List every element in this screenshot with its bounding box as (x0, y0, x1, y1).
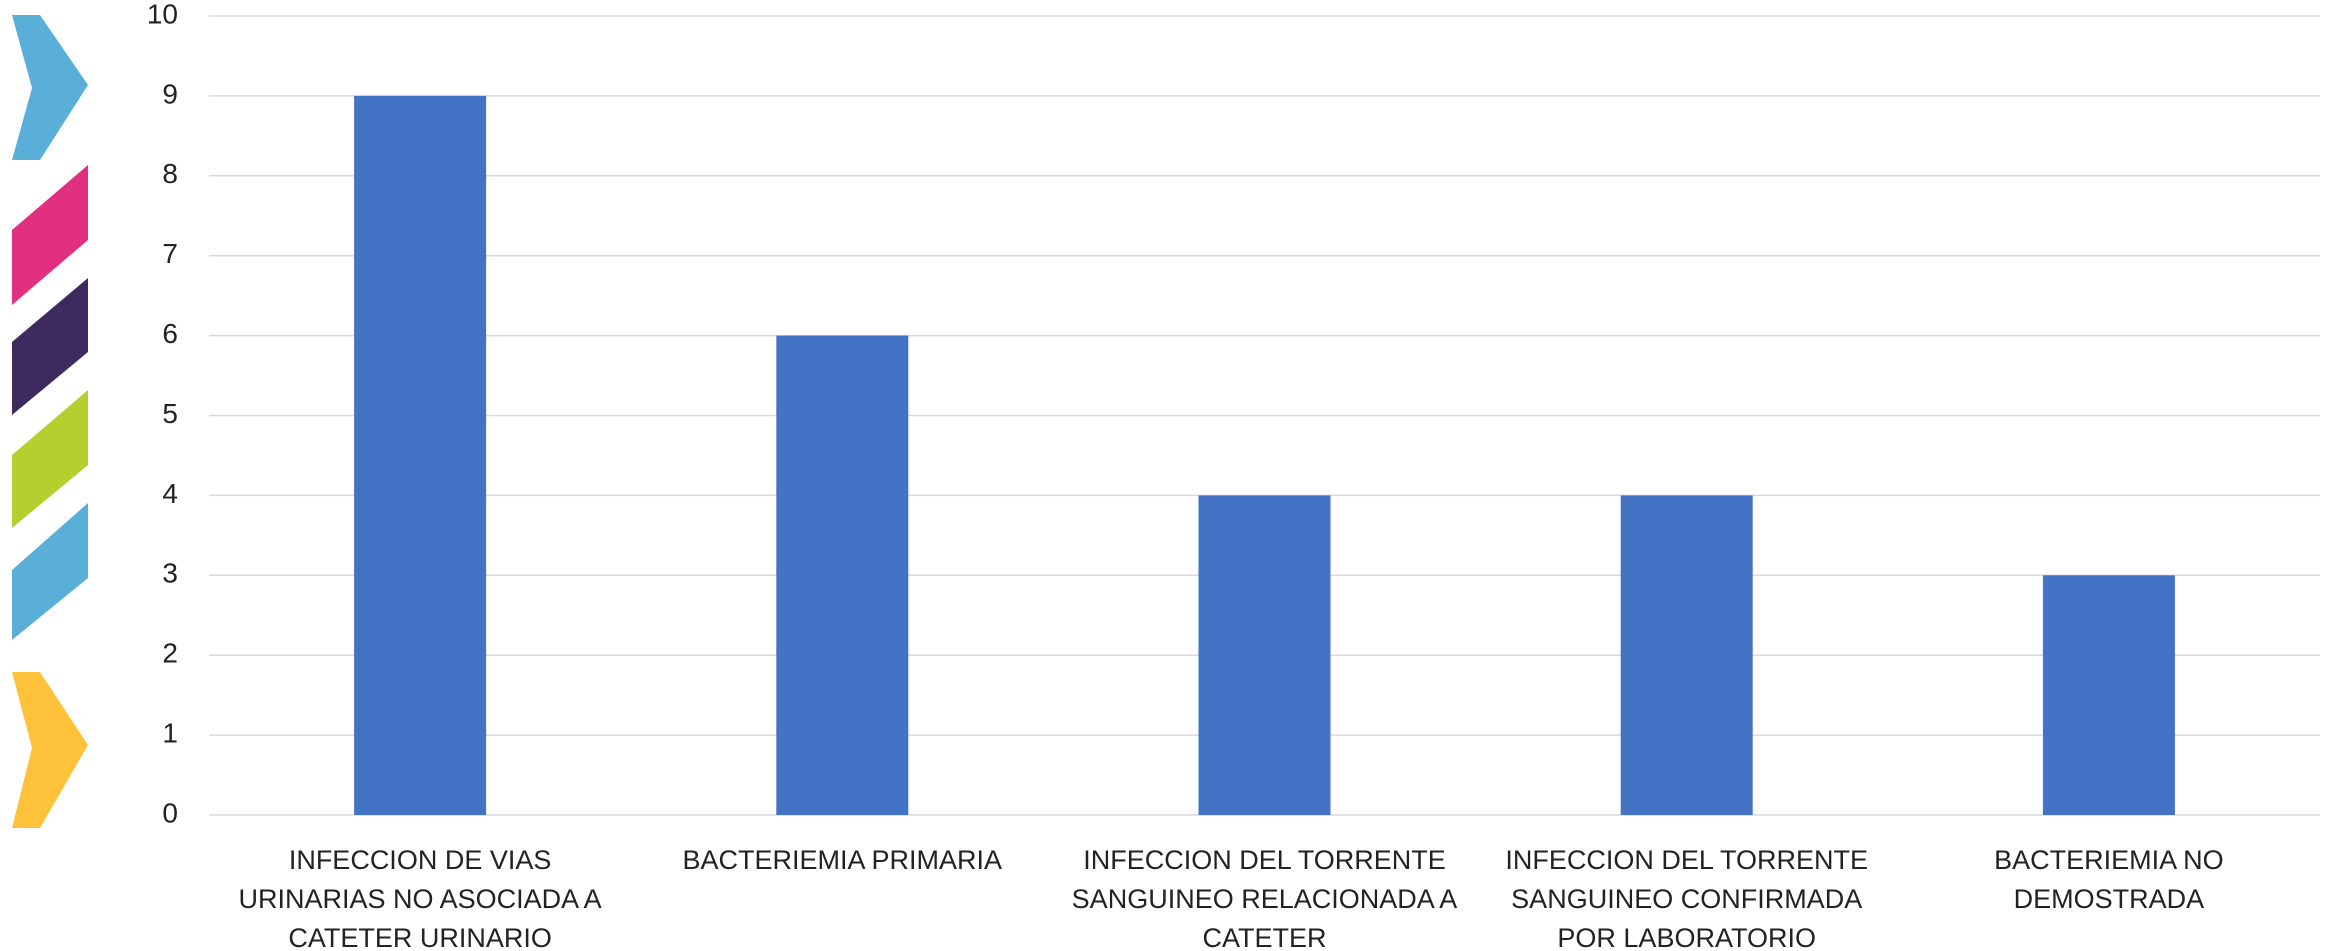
bar (354, 95, 487, 815)
x-tick-label: INFECCION DE VIAS URINARIAS NO ASOCIADA … (238, 845, 602, 951)
decoration (12, 15, 88, 828)
stripe (12, 390, 88, 528)
x-tick-label: BACTERIEMIA NO DEMOSTRADA (1994, 845, 2224, 914)
bar (1198, 495, 1331, 815)
bar (1620, 495, 1753, 815)
stripe (12, 165, 88, 305)
y-tick-label: 2 (162, 638, 178, 669)
y-tick-label: 10 (147, 0, 178, 29)
chevron (12, 15, 88, 160)
y-tick-label: 5 (162, 398, 178, 429)
stripe (12, 278, 88, 415)
y-tick-label: 3 (162, 558, 178, 589)
stripe (12, 503, 88, 640)
y-tick-label: 1 (162, 717, 178, 748)
chevron (12, 672, 88, 828)
bar (776, 335, 909, 815)
y-tick-label: 8 (162, 158, 178, 189)
y-tick-label: 4 (162, 478, 178, 509)
bar (2042, 575, 2175, 815)
y-tick-label: 6 (162, 318, 178, 349)
x-tick-label: INFECCION DEL TORRENTE SANGUINEO CONFIRM… (1505, 845, 1868, 951)
y-tick-label: 7 (162, 238, 178, 269)
x-tick-label: BACTERIEMIA PRIMARIA (682, 845, 1003, 875)
y-tick-label: 9 (162, 78, 178, 109)
x-tick-label: INFECCION DEL TORRENTE SANGUINEO RELACIO… (1071, 845, 1458, 951)
y-tick-label: 0 (162, 797, 178, 828)
